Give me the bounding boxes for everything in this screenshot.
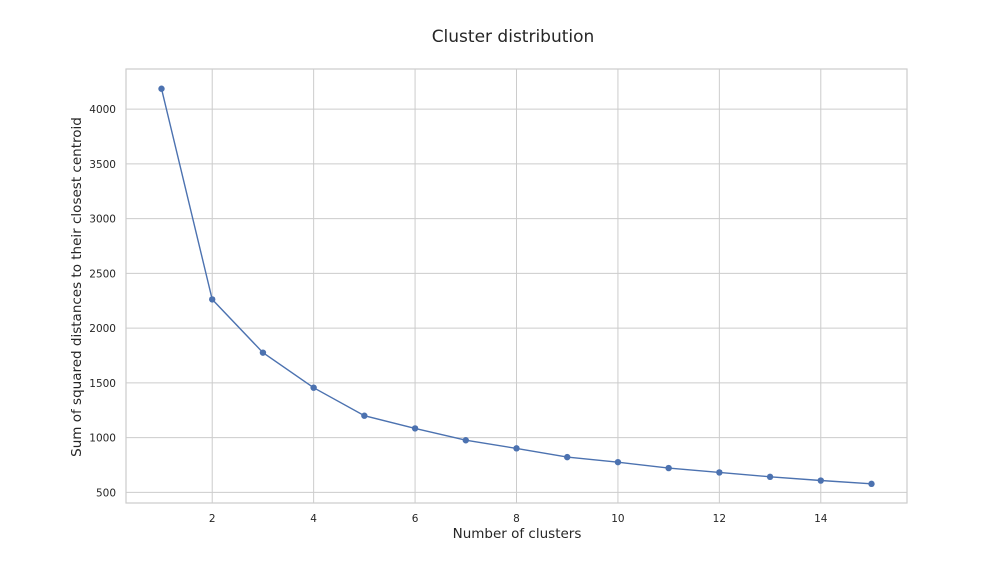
- data-point: [513, 445, 520, 452]
- y-tick-label: 1000: [89, 433, 116, 445]
- data-point: [564, 453, 571, 461]
- y-tick-label: 1500: [89, 378, 116, 390]
- x-tick-label: 8: [513, 513, 520, 525]
- data-point: [817, 477, 824, 484]
- grid: [126, 69, 907, 503]
- data-point: [614, 458, 622, 466]
- y-tick-label: 3500: [89, 159, 116, 171]
- data-point: [259, 349, 267, 356]
- x-tick-label: 12: [713, 513, 726, 525]
- x-tick-label: 4: [310, 513, 317, 525]
- x-tick-label: 2: [209, 513, 216, 525]
- x-axis-label: Number of clusters: [453, 526, 582, 542]
- x-tick-label: 10: [611, 513, 624, 525]
- y-tick-label: 3000: [89, 214, 116, 226]
- data-point: [868, 480, 875, 488]
- y-tick-label: 500: [96, 487, 116, 499]
- series-layer: [158, 85, 875, 488]
- data-point: [411, 425, 419, 432]
- x-tick-label: 14: [814, 513, 828, 525]
- y-axis-label: Sum of squared distances to their closes…: [69, 117, 85, 457]
- data-point: [158, 85, 165, 92]
- y-tick-labels: 500 1000 1500 2000 2500 3000 3500 4000: [89, 104, 116, 499]
- data-point: [716, 469, 723, 476]
- data-point: [462, 437, 469, 444]
- y-tick-label: 2000: [89, 323, 116, 335]
- data-point: [209, 296, 216, 303]
- chart-title: Cluster distribution: [432, 27, 595, 47]
- y-tick-label: 4000: [89, 104, 116, 116]
- x-tick-labels: 2 4 6 8 10 12 14: [209, 513, 828, 525]
- data-point: [361, 412, 368, 419]
- data-point: [766, 473, 774, 481]
- data-point: [310, 384, 317, 391]
- y-tick-label: 2500: [89, 268, 116, 280]
- data-point: [665, 464, 672, 472]
- x-tick-label: 6: [412, 513, 419, 525]
- plot-frame: [125, 68, 908, 504]
